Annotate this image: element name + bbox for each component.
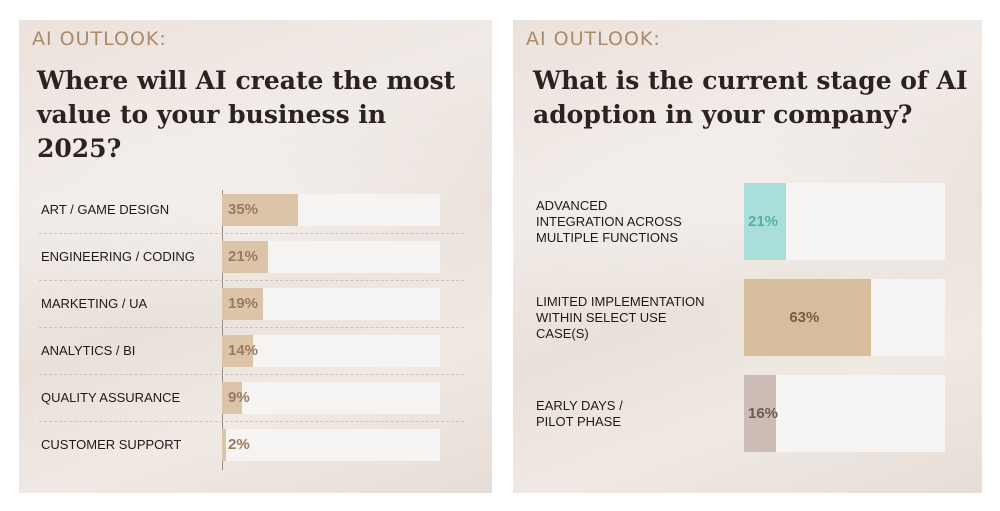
bar-fill	[222, 429, 227, 461]
bar-value-label: 21%	[748, 212, 779, 230]
bar-category-label: EARLY DAYS / PILOT PHASE	[536, 398, 736, 430]
bar-fill	[744, 183, 787, 260]
chart-panel-value-areas: AI OUTLOOK: Where will AI create the mos…	[19, 20, 492, 493]
chart-panel-adoption-stage: AI OUTLOOK: What is the current stage of…	[513, 20, 982, 493]
bar-category-label: MARKETING / UA	[41, 296, 148, 311]
bar-fill	[744, 375, 777, 452]
bar-fill	[222, 288, 264, 320]
row-divider	[39, 374, 464, 375]
bar-category-label-line: MULTIPLE FUNCTIONS	[536, 229, 679, 245]
row-divider	[39, 327, 464, 328]
bar-value-label: 2%	[228, 436, 250, 453]
bar-track	[222, 335, 440, 367]
bar-category-label-line: CASE(S)	[536, 325, 589, 341]
bar-fill	[744, 279, 871, 356]
bar-category-label-line: EARLY DAYS /	[536, 397, 623, 413]
chart-kicker: AI OUTLOOK:	[32, 28, 167, 50]
bar-value-label: 19%	[228, 295, 259, 312]
bar-category-label: ADVANCED INTEGRATION ACROSS MULTIPLE FUNCT…	[536, 198, 736, 246]
bar-value-label: 35%	[228, 201, 259, 218]
chart-title: Where will AI create the most value to y…	[37, 66, 456, 163]
bar-track	[222, 288, 440, 320]
bar-fill	[222, 382, 242, 414]
bar-value-label: 63%	[789, 308, 820, 326]
chart-title: What is the current stage of AI adoption…	[533, 66, 968, 129]
bar-track	[744, 375, 945, 452]
bar-fill	[222, 241, 268, 273]
bar-category-label-line: WITHIN SELECT USE	[536, 309, 667, 325]
bar-value-label: 21%	[228, 248, 259, 265]
bar-track	[222, 382, 440, 414]
bar-track	[222, 429, 440, 461]
row-divider	[39, 280, 464, 281]
bar-category-label-line: INTEGRATION ACROSS	[536, 213, 682, 229]
row-divider	[39, 233, 464, 234]
bar-category-label: ART / GAME DESIGN	[41, 202, 170, 217]
bar-category-label-line: PILOT PHASE	[536, 413, 622, 429]
bar-category-label-line: LIMITED IMPLEMENTATION	[536, 293, 705, 309]
bar-track	[222, 194, 440, 226]
bar-value-label: 16%	[748, 404, 779, 422]
bar-category-label: QUALITY ASSURANCE	[41, 390, 181, 405]
chart-kicker: AI OUTLOOK:	[526, 28, 661, 50]
bar-category-label: CUSTOMER SUPPORT	[41, 437, 182, 452]
bar-track	[222, 241, 440, 273]
bar-fill	[222, 335, 253, 367]
bar-track	[744, 279, 945, 356]
bar-axis-line	[222, 190, 223, 470]
bar-category-label-line: ADVANCED	[536, 197, 608, 213]
bar-track	[744, 183, 945, 260]
bar-category-label: LIMITED IMPLEMENTATION WITHIN SELECT USE C…	[536, 294, 736, 342]
bar-category-label: ENGINEERING / CODING	[41, 249, 195, 264]
row-divider	[39, 421, 464, 422]
bar-category-label: ANALYTICS / BI	[41, 343, 136, 358]
bar-value-label: 9%	[228, 389, 250, 406]
bar-value-label: 14%	[228, 342, 259, 359]
bar-fill	[222, 194, 299, 226]
